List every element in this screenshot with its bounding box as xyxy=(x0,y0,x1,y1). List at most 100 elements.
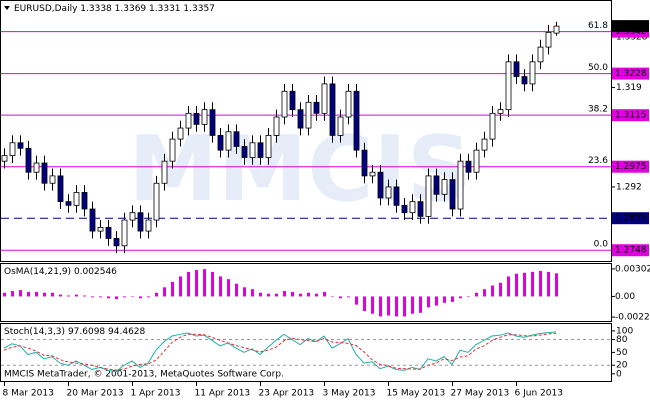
candle-body xyxy=(49,175,56,184)
candle-body xyxy=(233,131,240,147)
osma-bar xyxy=(35,291,38,297)
candle-body xyxy=(281,90,288,118)
price-box-label: 1.2975 xyxy=(615,162,647,172)
osma-bar xyxy=(251,289,254,297)
osma-bar xyxy=(507,276,510,297)
x-tick-label: 6 Jun 2013 xyxy=(515,389,563,399)
candle-body xyxy=(217,135,224,151)
x-tick-label: 1 Apr 2013 xyxy=(131,389,181,399)
osma-bar xyxy=(467,296,470,297)
osma-bar xyxy=(339,296,342,299)
menu-icon xyxy=(4,6,10,10)
osma-bar xyxy=(27,291,30,297)
candle-body xyxy=(329,83,336,136)
osma-bar xyxy=(331,296,334,297)
candle-body xyxy=(121,219,128,247)
candle-body xyxy=(161,160,168,184)
osma-bar xyxy=(11,290,14,297)
candle-body xyxy=(97,227,104,232)
x-tick-label: 3 May 2013 xyxy=(323,389,376,399)
price-box xyxy=(612,20,649,33)
osma-bar xyxy=(499,282,502,297)
candle-body xyxy=(401,204,408,214)
candle-body xyxy=(225,131,232,151)
osma-bar xyxy=(43,292,46,297)
candle-body xyxy=(473,149,480,173)
osma-bar xyxy=(3,292,6,297)
price-box-label: 1.2835 xyxy=(615,214,647,224)
osma-bar xyxy=(211,271,214,297)
osma-bar xyxy=(115,296,118,300)
candle-body xyxy=(209,109,216,136)
osma-bar xyxy=(131,296,134,297)
candle-body xyxy=(241,146,248,158)
x-tick-label: 27 May 2013 xyxy=(451,389,510,399)
candle-body xyxy=(377,171,384,199)
price-box-label: 1.3357 xyxy=(615,22,647,32)
osma-bar xyxy=(75,294,78,297)
fib-label: 61.8 xyxy=(588,21,608,31)
price-box-label: 1.3342 xyxy=(615,27,647,37)
candle-body xyxy=(193,112,200,125)
candle-body xyxy=(529,61,536,85)
candle-body xyxy=(89,208,96,232)
candle-body xyxy=(385,186,392,199)
candle-body xyxy=(113,238,120,247)
osma-bar xyxy=(491,285,494,297)
candle-body xyxy=(353,90,360,151)
candle-body xyxy=(449,179,456,210)
osma-bar xyxy=(259,292,262,297)
candle-body xyxy=(145,219,152,232)
y-tick-label: 80 xyxy=(616,335,628,345)
candle-body xyxy=(441,179,448,195)
osma-bar xyxy=(555,273,558,297)
candle-body xyxy=(465,160,472,173)
candle-body xyxy=(433,175,440,195)
osma-frame xyxy=(0,263,612,322)
candle-body xyxy=(1,155,8,162)
stoch-line xyxy=(3,332,557,371)
candle-body xyxy=(137,212,144,232)
candle-body xyxy=(73,192,80,206)
candle-body xyxy=(361,149,368,177)
osma-bar xyxy=(443,296,446,303)
candle-body xyxy=(177,127,184,140)
price-box xyxy=(612,67,649,80)
candle-body xyxy=(57,175,64,203)
candle-body xyxy=(537,46,544,63)
osma-bar xyxy=(347,296,350,298)
x-tick-label: 23 Apr 2013 xyxy=(259,389,315,399)
candle-body xyxy=(345,90,352,118)
osma-bar xyxy=(163,287,166,297)
candle-body xyxy=(81,192,88,210)
candle-body xyxy=(321,83,328,114)
osma-bar xyxy=(323,291,326,297)
osma-bar xyxy=(99,296,102,298)
stoch-title: Stoch(14,3,3) 97.6098 94.4628 xyxy=(4,327,146,337)
candle-body xyxy=(337,116,344,136)
osma-bar xyxy=(227,279,230,297)
osma-bar xyxy=(147,296,150,298)
y-tick-label: -0.00227 xyxy=(615,313,650,323)
candle-body xyxy=(305,101,312,129)
price-box xyxy=(612,212,649,225)
osma-bar xyxy=(203,269,206,297)
osma-bar xyxy=(107,296,110,299)
osma-bar xyxy=(387,296,390,316)
osma-bar xyxy=(403,296,406,317)
price-box-label: 1.3115 xyxy=(615,111,647,121)
candle-body xyxy=(497,109,504,114)
candle-body xyxy=(265,135,272,158)
header: EURUSD,Daily 1.3338 1.3369 1.3331 1.3357… xyxy=(4,4,284,380)
x-tick-label: 11 Apr 2013 xyxy=(195,389,251,399)
candle-body xyxy=(425,175,432,217)
candle-body xyxy=(521,76,528,85)
candle-body xyxy=(185,112,192,129)
y-tick-label: 0.003025 xyxy=(615,264,650,274)
candle-body xyxy=(33,162,40,173)
osma-bar xyxy=(395,296,398,317)
candle-body xyxy=(369,171,376,177)
osma-bar xyxy=(419,296,422,313)
y-tick-label: 50 xyxy=(616,348,628,358)
